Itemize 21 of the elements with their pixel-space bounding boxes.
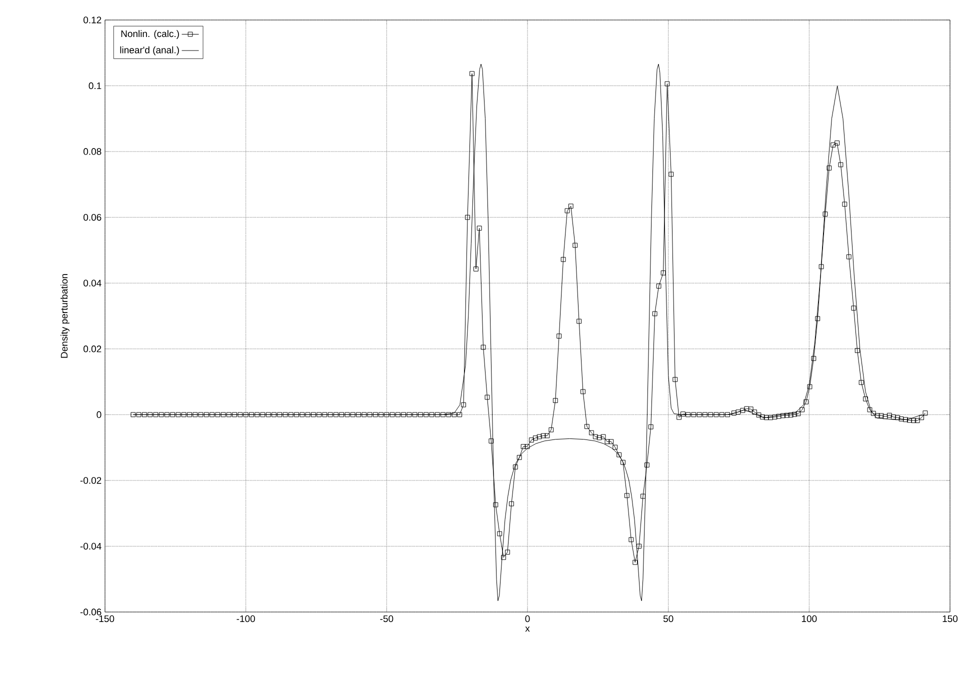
x-axis-title: x (525, 626, 530, 632)
y-tick-label: 0.1 (88, 82, 102, 90)
x-tick-label: 0 (525, 615, 530, 622)
y-tick-label: 0.04 (84, 280, 102, 286)
x-tick-label: -50 (380, 615, 394, 622)
y-axis-title: Density perturbation (60, 274, 70, 358)
x-tick-label: -100 (236, 615, 255, 622)
y-tick-label: -0.02 (80, 477, 102, 484)
y-tick-label: 0.08 (84, 148, 102, 155)
y-tick-label: 0 (96, 411, 102, 418)
x-tick-label: 150 (942, 615, 958, 622)
y-tick-label: 0.02 (84, 346, 102, 352)
legend-label: Nonlin. (calc.) (121, 30, 179, 39)
y-tick-label: 0.12 (84, 16, 102, 24)
x-tick-label: 50 (663, 615, 674, 622)
y-tick-label: -0.06 (80, 608, 102, 616)
legend-label: linear'd (anal.) (120, 46, 179, 56)
y-tick-label: -0.04 (80, 542, 102, 550)
x-tick-label: 100 (802, 615, 817, 622)
x-tick-label: -150 (96, 615, 114, 622)
y-tick-label: 0.06 (84, 214, 102, 221)
